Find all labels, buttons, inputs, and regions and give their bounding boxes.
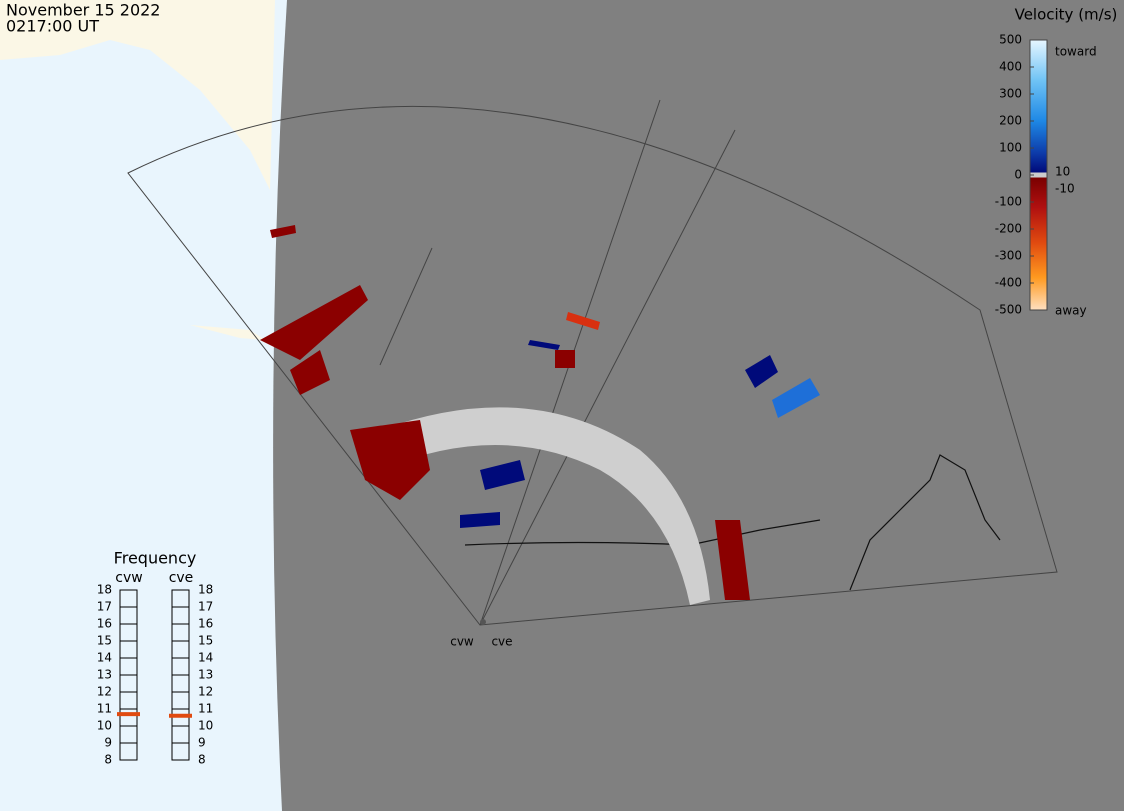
frequency-tick-label: 13 bbox=[198, 668, 213, 682]
colorbar-label: away bbox=[1055, 304, 1087, 318]
frequency-tick-label: 18 bbox=[198, 583, 213, 597]
date: November 15 2022 bbox=[6, 1, 160, 20]
frequency-tick-label: 11 bbox=[97, 702, 112, 716]
frequency-tick-label: 18 bbox=[97, 583, 112, 597]
frequency-panel: cvw18171615141312111098cve18171615141312… bbox=[97, 570, 214, 767]
colorbar-tick-label: 400 bbox=[999, 60, 1022, 74]
radar-label: cvw bbox=[450, 635, 474, 649]
frequency-tick-label: 11 bbox=[198, 702, 213, 716]
colorbar-tick-label: 300 bbox=[999, 87, 1022, 101]
frequency-tick-label: 8 bbox=[198, 753, 206, 767]
colorbar-tick-label: -200 bbox=[995, 222, 1022, 236]
frequency-tick-label: 12 bbox=[198, 685, 213, 699]
radar-label: cve bbox=[491, 635, 512, 649]
echo-cells bbox=[460, 340, 778, 528]
echo-cells bbox=[566, 312, 600, 330]
frequency-tick-label: 14 bbox=[198, 651, 213, 665]
colorbar-tick-label: 100 bbox=[999, 141, 1022, 155]
frequency-tick-label: 15 bbox=[198, 634, 213, 648]
colorbar-tick-label: -100 bbox=[995, 195, 1022, 209]
coastline bbox=[849, 454, 1001, 591]
frequency-tick-label: 8 bbox=[104, 753, 112, 767]
frequency-tick-label: 14 bbox=[97, 651, 112, 665]
colorbar-title: Velocity (m/s) bbox=[1015, 6, 1118, 24]
radar-name: cve bbox=[169, 570, 194, 586]
colorbar-tick-label: 0 bbox=[1014, 168, 1022, 182]
colorbar-label: -10 bbox=[1055, 182, 1075, 196]
frequency-tick-label: 9 bbox=[198, 736, 206, 750]
frequency-title: Frequency bbox=[114, 549, 197, 568]
frequency-tick-label: 13 bbox=[97, 668, 112, 682]
frequency-tick-label: 12 bbox=[97, 685, 112, 699]
frequency-tick-label: 9 bbox=[104, 736, 112, 750]
frequency-tick-label: 17 bbox=[97, 600, 112, 614]
frequency-tick-label: 10 bbox=[198, 719, 213, 733]
scatter-echoes bbox=[355, 407, 710, 605]
echo-cells bbox=[260, 225, 750, 600]
colorbar-tick-label: -500 bbox=[995, 303, 1022, 317]
radar-name: cvw bbox=[115, 570, 142, 586]
land bbox=[0, 0, 275, 190]
colorbar-tick-label: 500 bbox=[999, 33, 1022, 47]
colorbar-tick-label: -400 bbox=[995, 276, 1022, 290]
colorbar-ticks: 500 400 300 200 100 0 -100 -200 -300 -400 -500 bbox=[995, 33, 1034, 317]
land bbox=[190, 325, 265, 340]
echo-cells bbox=[772, 378, 820, 418]
radar-site bbox=[480, 619, 486, 625]
time: 0217:00 UT bbox=[6, 17, 99, 36]
colorbar-label: toward bbox=[1055, 45, 1097, 59]
colorbar-tick-label: -300 bbox=[995, 249, 1022, 263]
colorbar-tick-label: 200 bbox=[999, 114, 1022, 128]
frequency-tick-label: 10 bbox=[97, 719, 112, 733]
frequency-tick-label: 16 bbox=[97, 617, 112, 631]
frequency-tick-label: 16 bbox=[198, 617, 213, 631]
colorbar-label: 10 bbox=[1055, 165, 1070, 179]
frequency-tick-label: 17 bbox=[198, 600, 213, 614]
night-side bbox=[273, 0, 1124, 811]
frequency-tick-label: 15 bbox=[97, 634, 112, 648]
